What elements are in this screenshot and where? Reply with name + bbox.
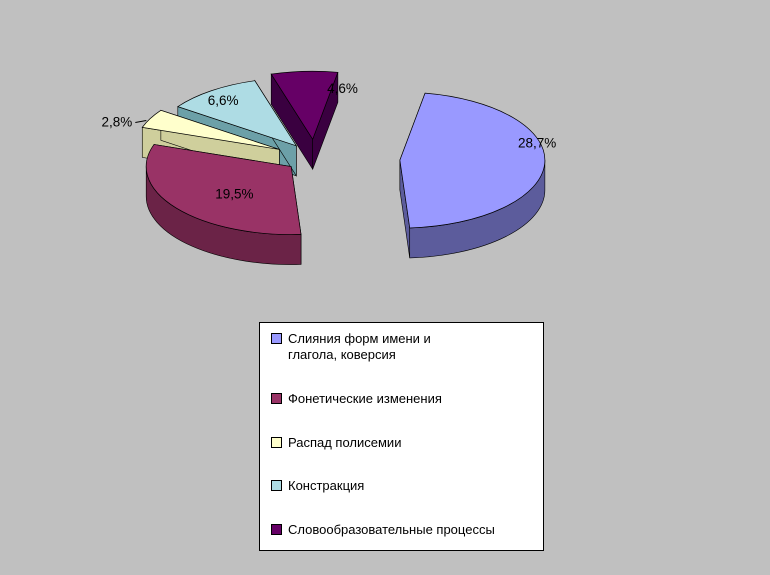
chart-legend: Слияния форм имени и глагола, коверсия Фо…: [259, 322, 544, 551]
legend-label: Распад полисемии: [288, 434, 402, 450]
legend-item: Распад полисемии: [271, 435, 539, 451]
pie-slice: [399, 92, 546, 229]
legend-color-swatch: [271, 480, 282, 492]
legend-label: Слияния форм имени и глагола, коверсия: [288, 331, 431, 362]
legend-color-swatch: [271, 436, 282, 448]
pie-slice: [141, 109, 280, 150]
pie-slice: [177, 80, 298, 147]
legend-item: Фонетические изменения: [271, 391, 539, 407]
pie-value-label: 4,6%: [327, 81, 358, 96]
legend-color-swatch: [271, 333, 282, 344]
legend-label: Фонетические изменения: [288, 390, 442, 406]
pie-value-label: 6,6%: [208, 93, 239, 108]
legend-label: Констракция: [288, 478, 365, 494]
legend-item: Словообразовательные процессы: [271, 522, 539, 538]
legend-item: Констракция: [271, 478, 539, 494]
legend-item: Слияния форм имени и глагола, коверсия: [271, 331, 539, 362]
legend-color-swatch: [271, 392, 282, 404]
pie-slice: [145, 144, 302, 235]
pie-value-label: 2,8%: [102, 115, 133, 130]
pie-value-label: 19,5%: [215, 187, 253, 202]
pie-value-label: 28,7%: [518, 136, 556, 151]
legend-color-swatch: [271, 524, 282, 536]
pie-slice: [270, 70, 339, 141]
legend-label: Словообразовательные процессы: [288, 522, 495, 538]
label-leader-line: [135, 120, 147, 123]
